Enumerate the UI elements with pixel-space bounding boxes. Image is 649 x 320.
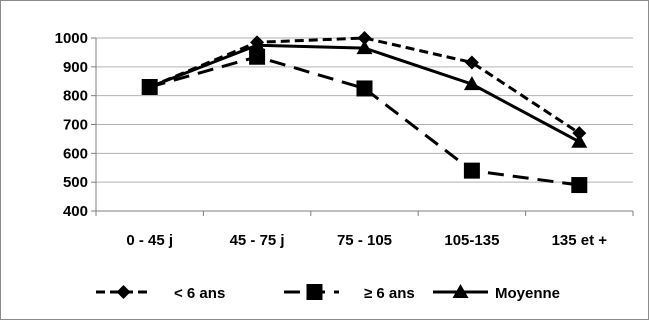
x-tick-label: 75 - 105	[337, 232, 392, 249]
x-tick-label: 105-135	[444, 232, 499, 249]
legend-marker	[116, 285, 131, 299]
data-point	[141, 79, 158, 94]
series-2	[141, 37, 588, 148]
x-tick-label: 45 - 75 j	[230, 232, 285, 249]
y-tick-label: 1000	[55, 30, 88, 47]
series	[141, 31, 588, 194]
data-point	[356, 80, 373, 97]
y-tick-label: 600	[63, 145, 88, 162]
data-point	[571, 177, 588, 194]
data-point	[464, 55, 479, 70]
legend-label: < 6 ans	[174, 285, 225, 302]
x-tick-label: 0 - 45 j	[126, 232, 173, 249]
y-tick-label: 900	[63, 59, 88, 76]
y-tick-label: 500	[63, 174, 88, 191]
data-point	[463, 76, 480, 91]
data-point	[571, 133, 588, 148]
data-point	[357, 31, 372, 45]
legend-marker	[306, 284, 323, 300]
legend-item: < 6 ans	[96, 285, 225, 302]
series-1	[141, 48, 588, 194]
y-tick-label: 700	[63, 117, 88, 134]
legend-item: Moyenne	[433, 284, 560, 302]
data-point	[356, 40, 373, 55]
legend-label: Moyenne	[495, 285, 560, 302]
y-tick-label: 800	[63, 88, 88, 105]
legend: < 6 ans ≥ 6 ans Moyenne	[96, 284, 560, 302]
y-tick-label: 400	[63, 203, 88, 220]
data-point	[463, 162, 480, 179]
x-tick-label: 135 et +	[552, 232, 608, 249]
data-point	[249, 48, 266, 65]
axes: 400 500 600 700 800 900 1000 0 - 45 j 45 - 75 j 7…	[55, 30, 634, 249]
legend-label: ≥ 6 ans	[364, 285, 415, 302]
legend-marker	[452, 284, 469, 298]
data-point	[572, 126, 587, 141]
gridlines	[96, 37, 633, 183]
legend-item: ≥ 6 ans	[284, 284, 415, 302]
series-line	[149, 36, 581, 135]
series-line	[149, 55, 580, 187]
data-point	[249, 37, 266, 52]
